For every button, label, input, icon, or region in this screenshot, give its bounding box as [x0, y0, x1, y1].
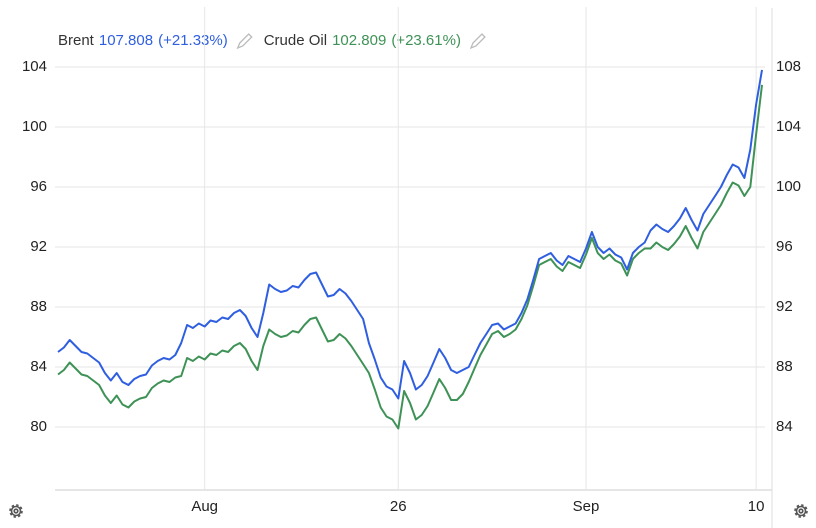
- x-tick-label: Aug: [191, 498, 218, 515]
- y-tick-label: 100: [22, 118, 47, 135]
- legend-value: 107.808: [99, 32, 153, 49]
- settings-icon[interactable]: [9, 504, 23, 518]
- y2-tick-label: 84: [776, 418, 793, 435]
- legend-name: Brent: [58, 32, 95, 49]
- y2-tick-label: 92: [776, 298, 793, 315]
- y2-tick-label: 96: [776, 238, 793, 255]
- series-line: [57, 84, 763, 430]
- y-tick-label: 104: [22, 58, 47, 75]
- y-tick-label: 92: [30, 238, 47, 255]
- legend-entry: Brent 107.808 (+21.33%): [58, 32, 228, 49]
- legend-name: Crude Oil: [264, 32, 327, 49]
- series-line: [57, 69, 763, 400]
- y-tick-label: 88: [30, 298, 47, 315]
- legend-change: (+21.33%): [158, 32, 228, 49]
- legend-entry: Crude Oil 102.809 (+23.61%): [264, 32, 461, 49]
- y2-tick-label: 88: [776, 358, 793, 375]
- x-tick-label: 10: [748, 498, 765, 515]
- y-tick-label: 80: [30, 418, 47, 435]
- legend-value: 102.809: [332, 32, 386, 49]
- edit-icon[interactable]: [469, 33, 486, 50]
- y-tick-label: 96: [30, 178, 47, 195]
- y2-tick-label: 104: [776, 118, 801, 135]
- legend-change: (+23.61%): [391, 32, 461, 49]
- settings-icon[interactable]: [794, 504, 808, 518]
- x-tick-label: Sep: [573, 498, 600, 515]
- y-tick-label: 84: [30, 358, 47, 375]
- x-tick-label: 26: [390, 498, 407, 515]
- edit-icon[interactable]: [236, 33, 253, 50]
- y2-tick-label: 100: [776, 178, 801, 195]
- y2-tick-label: 108: [776, 58, 801, 75]
- legend: Brent 107.808 (+21.33%) Crude Oil 102.809 (+2…: [58, 32, 486, 50]
